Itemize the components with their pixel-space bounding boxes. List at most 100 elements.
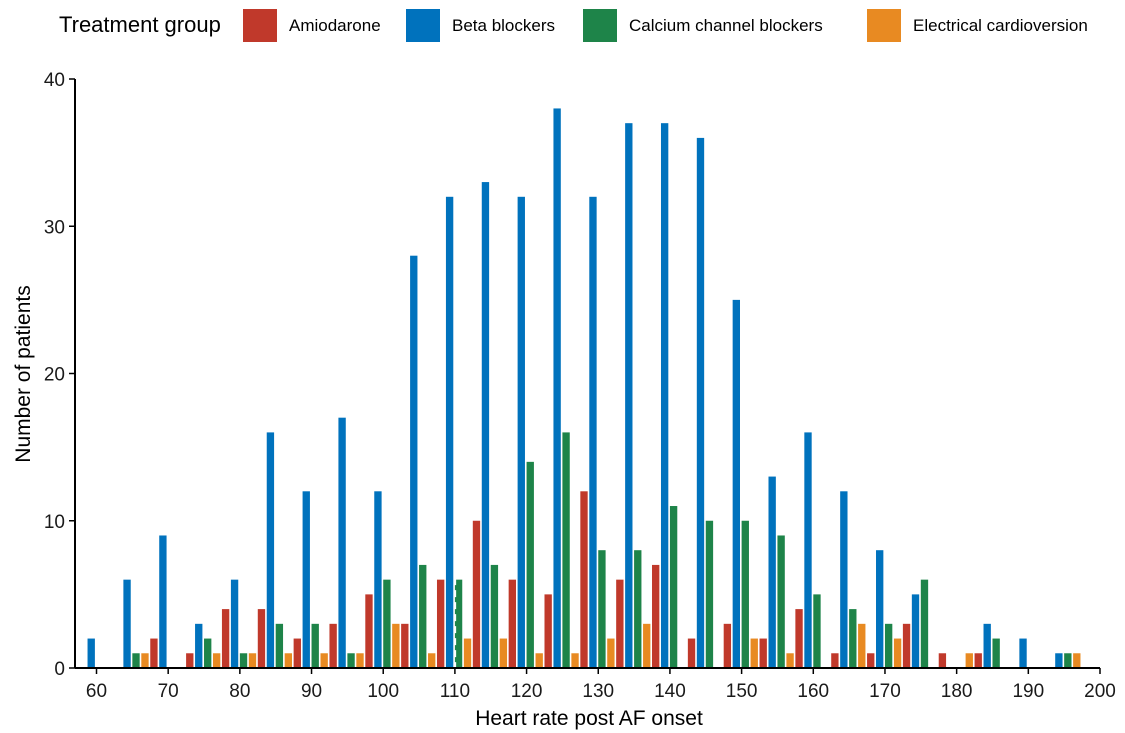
y-tick-label-30: 30 [44,217,65,238]
bar-amiodarone-115 [472,520,481,668]
bar-calcium-channel-blockers-90 [311,623,319,668]
legend-label-beta-blockers: Beta blockers [452,16,555,35]
bar-beta-blockers-70 [159,535,167,668]
x-tick-label-190: 190 [1012,681,1044,702]
bar-amiodarone-130 [580,491,588,668]
bar-electrical-cardioversion-110 [463,638,472,668]
bar-electrical-cardioversion-65 [141,653,149,668]
bar-beta-blockers-130 [589,196,597,669]
legend-title: Treatment group [59,12,221,37]
y-tick-label-40: 40 [44,70,65,91]
bar-calcium-channel-blockers-105 [419,564,427,668]
bar-beta-blockers-80 [230,579,239,668]
bar-calcium-channel-blockers-85 [275,623,284,668]
x-tick-label-200: 200 [1084,681,1116,702]
bar-amiodarone-135 [616,579,624,668]
bar-beta-blockers-185 [983,623,991,668]
bar-beta-blockers-135 [625,123,633,669]
bar-electrical-cardioversion-150 [750,638,758,668]
bar-electrical-cardioversion-120 [535,653,543,668]
legend-swatch-amiodarone [243,9,277,42]
bar-amiodarone-185 [974,653,982,668]
bar-calcium-channel-blockers-130 [598,550,606,668]
x-ticks: 60 70 80 90 100 110 120 130 140 150 160 170 180 190 20… [86,668,1116,702]
bar-calcium-channel-blockers-145 [705,520,714,668]
bar-beta-blockers-170 [876,550,884,668]
bar-amiodarone-100 [365,594,373,669]
legend: Treatment group Amiodarone Beta blockers C… [59,9,1088,42]
bar-beta-blockers-65 [123,579,131,668]
bar-calcium-channel-blockers-155 [777,535,785,668]
bar-amiodarone-85 [257,609,266,668]
bar-calcium-channel-blockers-185 [992,638,1000,668]
x-tick-label-170: 170 [869,681,901,702]
legend-label-calcium-channel-blockers: Calcium channel blockers [629,16,823,35]
bar-beta-blockers-115 [481,182,490,668]
x-tick-label-130: 130 [582,681,614,702]
bar-beta-blockers-165 [840,491,848,668]
x-tick-label-120: 120 [511,681,543,702]
bar-beta-blockers-110 [445,196,454,669]
bar-beta-blockers-150 [732,299,740,669]
legend-swatch-calcium-channel-blockers [583,9,617,42]
bar-amiodarone-120 [508,579,516,668]
bar-beta-blockers-125 [553,108,561,668]
x-tick-label-90: 90 [301,681,322,702]
bars [87,108,1081,669]
bar-electrical-cardioversion-125 [571,653,579,668]
bar-electrical-cardioversion-130 [607,638,615,668]
bar-electrical-cardioversion-155 [786,653,794,668]
bar-electrical-cardioversion-75 [212,653,221,668]
x-tick-label-60: 60 [86,681,107,702]
y-tick-label-0: 0 [54,659,65,680]
y-tick-label-20: 20 [44,365,65,386]
bar-beta-blockers-160 [804,432,812,668]
bar-amiodarone-180 [938,653,947,668]
x-tick-label-180: 180 [941,681,973,702]
bar-electrical-cardioversion-135 [643,623,651,668]
bar-beta-blockers-140 [660,123,669,669]
bar-calcium-channel-blockers-195 [1064,653,1072,668]
bar-amiodarone-110 [436,579,445,668]
bar-calcium-channel-blockers-110 [454,579,463,668]
bar-amiodarone-105 [401,623,409,668]
bar-beta-blockers-60 [87,638,95,668]
bar-calcium-channel-blockers-175 [920,579,929,668]
bar-amiodarone-145 [687,638,696,668]
bar-amiodarone-160 [795,609,803,668]
x-tick-label-160: 160 [797,681,829,702]
bar-amiodarone-95 [329,623,337,668]
bar-calcium-channel-blockers-150 [741,520,749,668]
bar-electrical-cardioversion-115 [499,638,508,668]
bar-calcium-channel-blockers-135 [634,550,642,668]
bar-beta-blockers-95 [338,417,346,668]
x-tick-label-110: 110 [440,681,470,702]
bar-calcium-channel-blockers-160 [813,594,821,669]
bar-amiodarone-150 [723,623,732,668]
legend-swatch-beta-blockers [406,9,440,42]
bar-amiodarone-165 [831,653,839,668]
bar-calcium-channel-blockers-120 [526,461,534,668]
bar-electrical-cardioversion-85 [284,653,293,668]
bar-amiodarone-75 [186,653,194,668]
bar-calcium-channel-blockers-115 [490,564,499,668]
bar-electrical-cardioversion-165 [858,623,866,668]
bar-beta-blockers-85 [266,432,275,668]
bar-calcium-channel-blockers-80 [239,653,248,668]
bar-electrical-cardioversion-90 [320,653,328,668]
bar-amiodarone-170 [867,653,875,668]
bar-electrical-cardioversion-95 [356,653,364,668]
y-tick-label-10: 10 [44,512,65,533]
bar-calcium-channel-blockers-65 [132,653,140,668]
bar-beta-blockers-105 [410,255,418,668]
bar-electrical-cardioversion-100 [392,623,400,668]
x-tick-label-100: 100 [367,681,399,702]
bar-beta-blockers-75 [195,623,203,668]
y-ticks: 0 10 20 30 40 [44,70,75,680]
bar-calcium-channel-blockers-165 [849,609,857,668]
bar-amiodarone-140 [652,564,660,668]
x-tick-label-80: 80 [229,681,250,702]
bar-calcium-channel-blockers-140 [669,506,678,668]
x-tick-label-150: 150 [726,681,758,702]
